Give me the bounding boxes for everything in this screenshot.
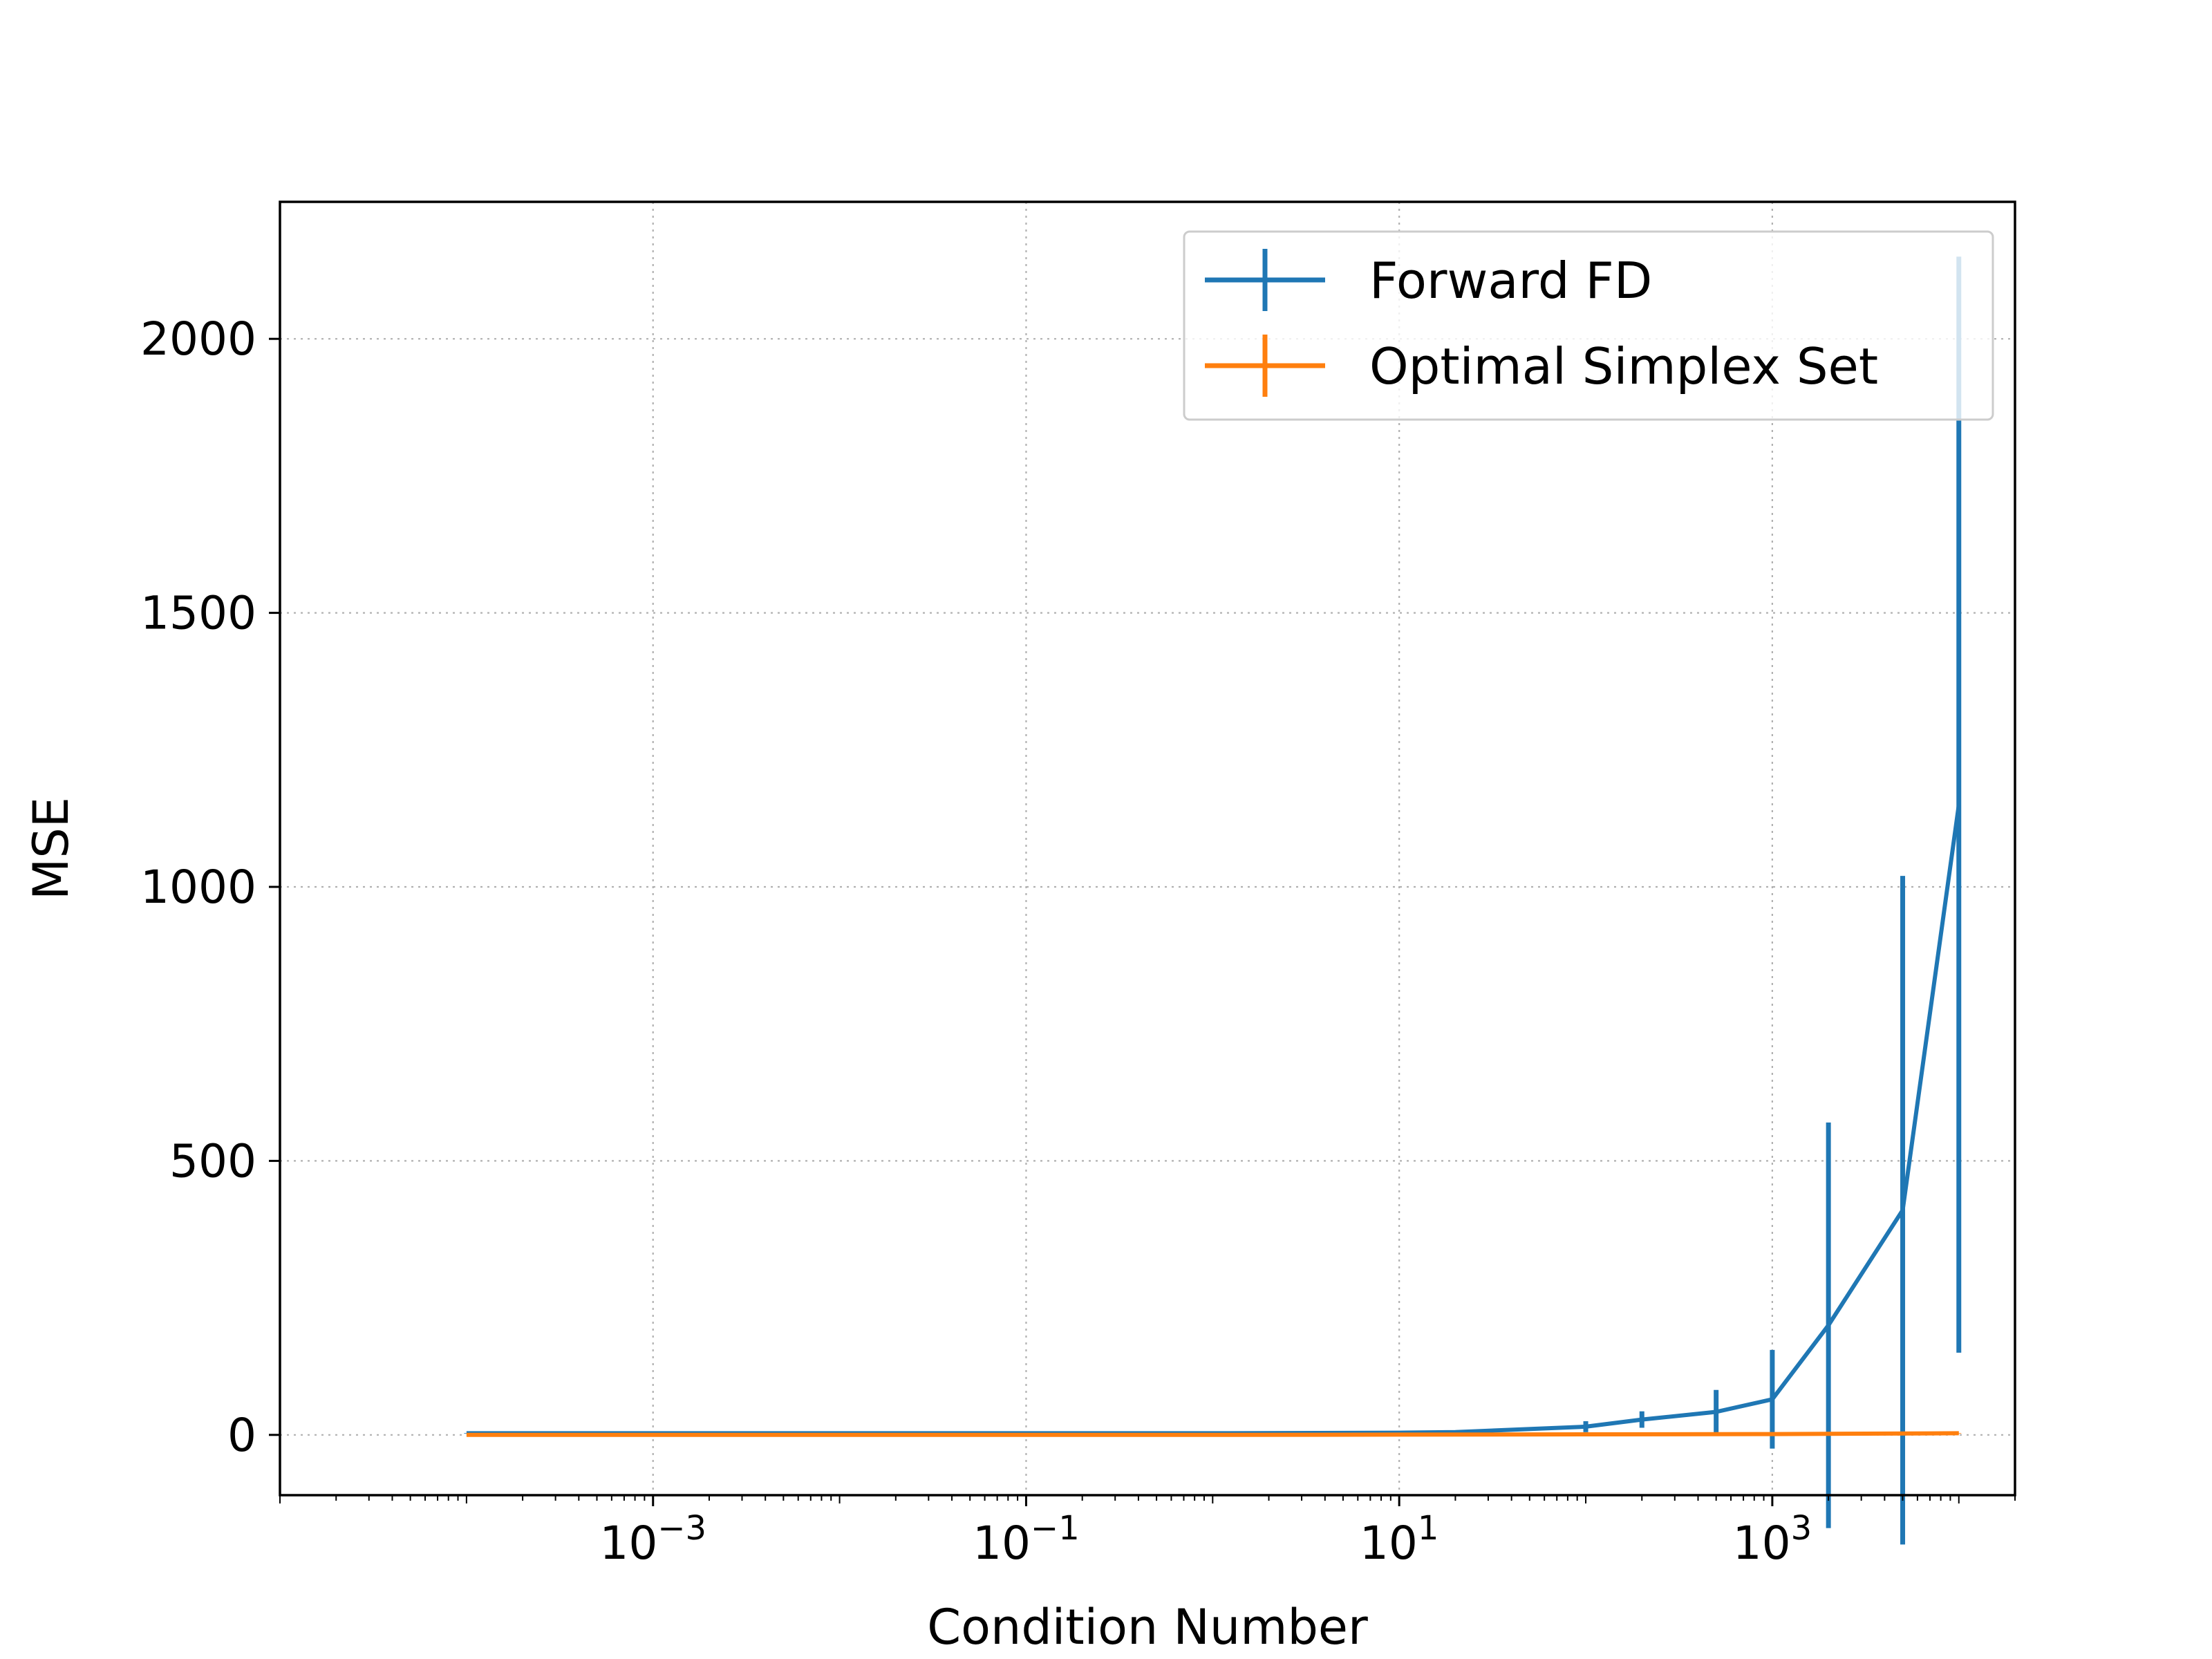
plot-frame [279, 200, 2016, 1497]
x-tick-label: 10−1 [973, 1509, 1080, 1570]
legend-entry: Optimal Simplex Set [1205, 335, 1878, 397]
ticks: 10−3 10−1 101 103 0 500 1000 1500 2000 [140, 312, 2016, 1570]
y-tick-label: 1500 [140, 587, 256, 640]
legend-entry: Forward FD [1205, 249, 1652, 311]
legend-label: Forward FD [1369, 252, 1652, 310]
x-tick-label: 103 [1733, 1509, 1812, 1570]
legend-label: Optimal Simplex Set [1369, 337, 1878, 395]
y-tick-label: 500 [169, 1134, 256, 1188]
y-tick-label: 0 [227, 1409, 256, 1462]
x-tick-label: 101 [1360, 1509, 1439, 1570]
y-tick-label: 2000 [140, 312, 256, 366]
x-axis-label: Condition Number [927, 1599, 1368, 1656]
legend-box [1183, 230, 1994, 421]
x-tick-label: 10−3 [599, 1509, 706, 1570]
legend: Forward FD Optimal Simplex Set [1183, 230, 1994, 421]
series-layer [464, 256, 1962, 1545]
series-1 [466, 1431, 1962, 1437]
y-tick-label: 1000 [140, 861, 256, 914]
y-axis-label: MSE [23, 797, 79, 900]
series-line [466, 1431, 1959, 1437]
